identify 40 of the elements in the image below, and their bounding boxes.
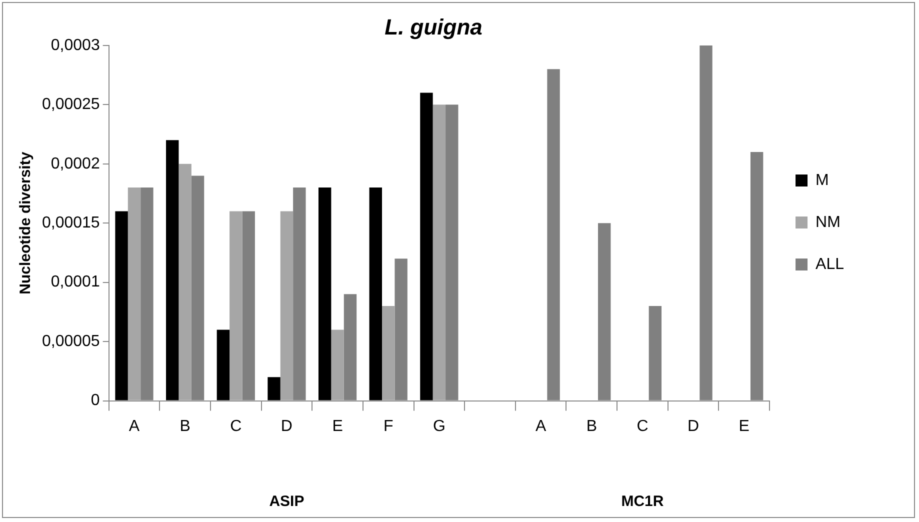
x-tick-label: G	[432, 418, 446, 435]
x-tick-label: B	[180, 418, 190, 435]
y-axis-title: Nucleotide diversity	[17, 151, 34, 294]
bar	[128, 188, 141, 400]
legend-label: NM	[816, 214, 840, 231]
legend-label: M	[816, 172, 829, 189]
y-tick-label: 0,0003	[50, 36, 100, 54]
x-tick-label: C	[636, 418, 648, 435]
bar	[268, 377, 280, 400]
bar	[420, 92, 433, 400]
bar	[178, 164, 192, 400]
y-tick-label: 0,00015	[42, 214, 100, 232]
x-tick-label: F	[383, 418, 394, 435]
x-tick-label: A	[128, 418, 140, 435]
x-tick-label: E	[332, 418, 343, 435]
x-tick-label: C	[230, 418, 242, 435]
y-tick-label: 0,0002	[50, 155, 100, 172]
y-tick-label: 0,0001	[50, 274, 100, 291]
y-tick-label: 0,00005	[42, 332, 100, 350]
bar	[369, 188, 382, 400]
bar	[166, 140, 179, 400]
text: ASIP	[269, 493, 304, 510]
x-tick-label: A	[535, 418, 546, 435]
bar	[382, 306, 395, 400]
y-tick-label: 0	[90, 392, 100, 410]
x-tick-label: B	[586, 418, 597, 435]
chart-title: L. guigna	[384, 14, 482, 40]
legend-label: ALL	[816, 256, 844, 273]
x-tick-label: D	[688, 418, 700, 435]
bar	[318, 188, 332, 400]
y-tick-label: 0,00025	[42, 96, 100, 114]
bar	[115, 211, 128, 400]
bar	[280, 211, 294, 400]
text: MC1R	[621, 493, 664, 510]
x-tick-label: E	[738, 418, 750, 435]
x-tick-label: D	[280, 418, 292, 435]
bar	[432, 104, 446, 400]
bar	[230, 211, 242, 400]
bar	[331, 330, 344, 400]
bar	[216, 330, 230, 400]
